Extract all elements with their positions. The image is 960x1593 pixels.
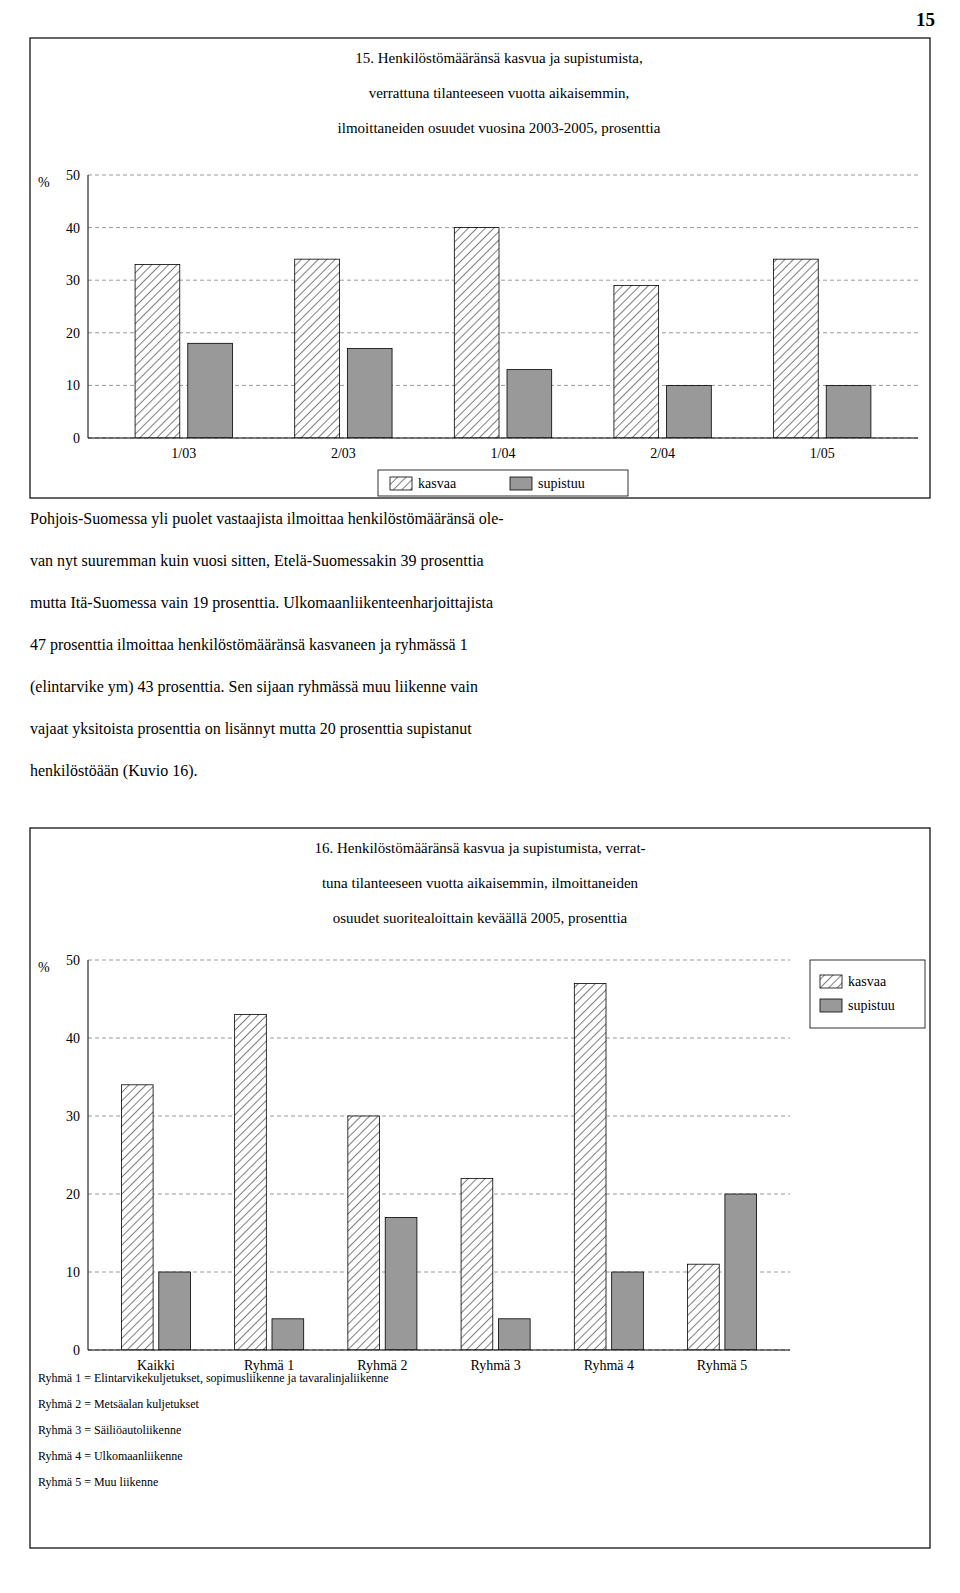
chart: 16. Henkilöstömääränsä kasvua ja supistu…: [30, 828, 930, 1548]
x-axis: [88, 1350, 790, 1351]
bar: [498, 1319, 530, 1350]
legend-swatch: [820, 975, 842, 988]
bar: [826, 385, 871, 438]
bar: [612, 1272, 644, 1350]
y-tick-label: 20: [66, 326, 80, 341]
footnote: Ryhmä 4 = Ulkomaanliikenne: [38, 1449, 183, 1463]
footnote: Ryhmä 5 = Muu liikenne: [38, 1475, 158, 1489]
grid-line: [88, 960, 790, 961]
chart: 15. Henkilöstömääränsä kasvua ja supistu…: [30, 38, 930, 498]
grid-line: [88, 227, 918, 228]
title: ilmoittaneiden osuudet vuosina 2003-2005…: [338, 120, 661, 136]
bar: [725, 1194, 757, 1350]
title: 15. Henkilöstömääränsä kasvua ja supistu…: [355, 50, 642, 66]
bar: [235, 1015, 267, 1350]
y-axis: [88, 960, 89, 1350]
bar: [295, 259, 340, 438]
title: 16. Henkilöstömääränsä kasvua ja supistu…: [314, 840, 645, 856]
bar: [667, 385, 712, 438]
y-tick-label: 10: [66, 1265, 80, 1280]
grid-line: [88, 175, 918, 176]
body-text: van nyt suuremman kuin vuosi sitten, Ete…: [30, 552, 484, 570]
bar: [121, 1085, 153, 1350]
bar: [507, 370, 552, 438]
footnote: Ryhmä 1 = Elintarvikekuljetukset, sopimu…: [38, 1371, 389, 1385]
y-tick-label: 50: [66, 168, 80, 183]
x-tick-label: 1/04: [491, 446, 516, 461]
frame: [30, 828, 930, 1548]
body-text: mutta Itä-Suomessa vain 19 prosenttia. U…: [30, 594, 493, 612]
legend: kasvaa supistuu: [378, 470, 628, 496]
x-tick-label: 2/03: [331, 446, 356, 461]
body-text: Pohjois-Suomessa yli puolet vastaajista …: [30, 510, 504, 528]
y-tick-label: 40: [66, 1031, 80, 1046]
bars: [121, 983, 756, 1350]
y-axis: [88, 175, 89, 438]
legend-label: kasvaa: [848, 974, 887, 989]
legend-frame: [378, 470, 628, 496]
body-text: (elintarvike ym) 43 prosenttia. Sen sija…: [30, 678, 478, 696]
bar: [774, 259, 819, 438]
legend-label: supistuu: [848, 998, 895, 1013]
bar: [347, 349, 392, 438]
footnote: Ryhmä 3 = Säiliöautoliikenne: [38, 1423, 181, 1437]
y-tick-label: 10: [66, 378, 80, 393]
y-tick-label: 0: [73, 1343, 80, 1358]
grid-line: [88, 1116, 790, 1117]
x-tick-label: Ryhmä 5: [697, 1358, 747, 1373]
y-tick-label: 0: [73, 431, 80, 446]
bar: [461, 1178, 493, 1350]
grid-line: [88, 1350, 790, 1351]
grid-line: [88, 438, 918, 439]
title: tuna tilanteeseen vuotta aikaisemmin, il…: [322, 875, 639, 891]
y-tick-label: 50: [66, 953, 80, 968]
body-text: henkilöstöään (Kuvio 16).: [30, 762, 198, 780]
bar: [688, 1264, 720, 1350]
legend: kasvaa supistuu: [810, 960, 925, 1028]
grid-line: [88, 1194, 790, 1195]
grid-line: [88, 1038, 790, 1039]
legend-label: kasvaa: [418, 476, 457, 491]
bar: [454, 228, 499, 438]
legend-swatch: [390, 477, 412, 490]
title: verrattuna tilanteeseen vuotta aikaisemm…: [369, 85, 630, 101]
x-axis: [88, 438, 918, 439]
y-tick-label: 20: [66, 1187, 80, 1202]
y-axis-label: %: [38, 175, 50, 190]
x-tick-label: 2/04: [650, 446, 675, 461]
legend-swatch: [510, 477, 532, 490]
frame: [30, 38, 930, 498]
legend-swatch: [820, 999, 842, 1012]
y-tick-label: 30: [66, 1109, 80, 1124]
body-text: 47 prosenttia ilmoittaa henkilöstömäärän…: [30, 636, 468, 654]
bar: [385, 1217, 417, 1350]
legend-label: supistuu: [538, 476, 585, 491]
footnote: Ryhmä 2 = Metsäalan kuljetukset: [38, 1397, 200, 1411]
y-axis-label: %: [38, 960, 50, 975]
page: 15 Pohjois-Suomessa yli puolet vastaajist…: [0, 0, 960, 1593]
legend-frame: [810, 960, 925, 1028]
x-tick-label: 1/05: [810, 446, 835, 461]
bar: [135, 264, 180, 438]
y-tick-label: 40: [66, 221, 80, 236]
bar: [614, 285, 659, 438]
bars: [135, 228, 871, 438]
bar: [188, 343, 233, 438]
title: osuudet suoritealoittain keväällä 2005, …: [333, 910, 628, 926]
x-tick-label: Ryhmä 3: [470, 1358, 520, 1373]
bar: [574, 983, 606, 1350]
page-number: 15: [916, 9, 935, 30]
bar: [272, 1319, 304, 1350]
y-tick-label: 30: [66, 273, 80, 288]
x-tick-label: Ryhmä 4: [584, 1358, 634, 1373]
grid-line: [88, 1272, 790, 1273]
bar: [348, 1116, 380, 1350]
x-tick-label: 1/03: [171, 446, 196, 461]
bar: [159, 1272, 191, 1350]
body-text: vajaat yksitoista prosenttia on lisännyt…: [30, 720, 472, 738]
